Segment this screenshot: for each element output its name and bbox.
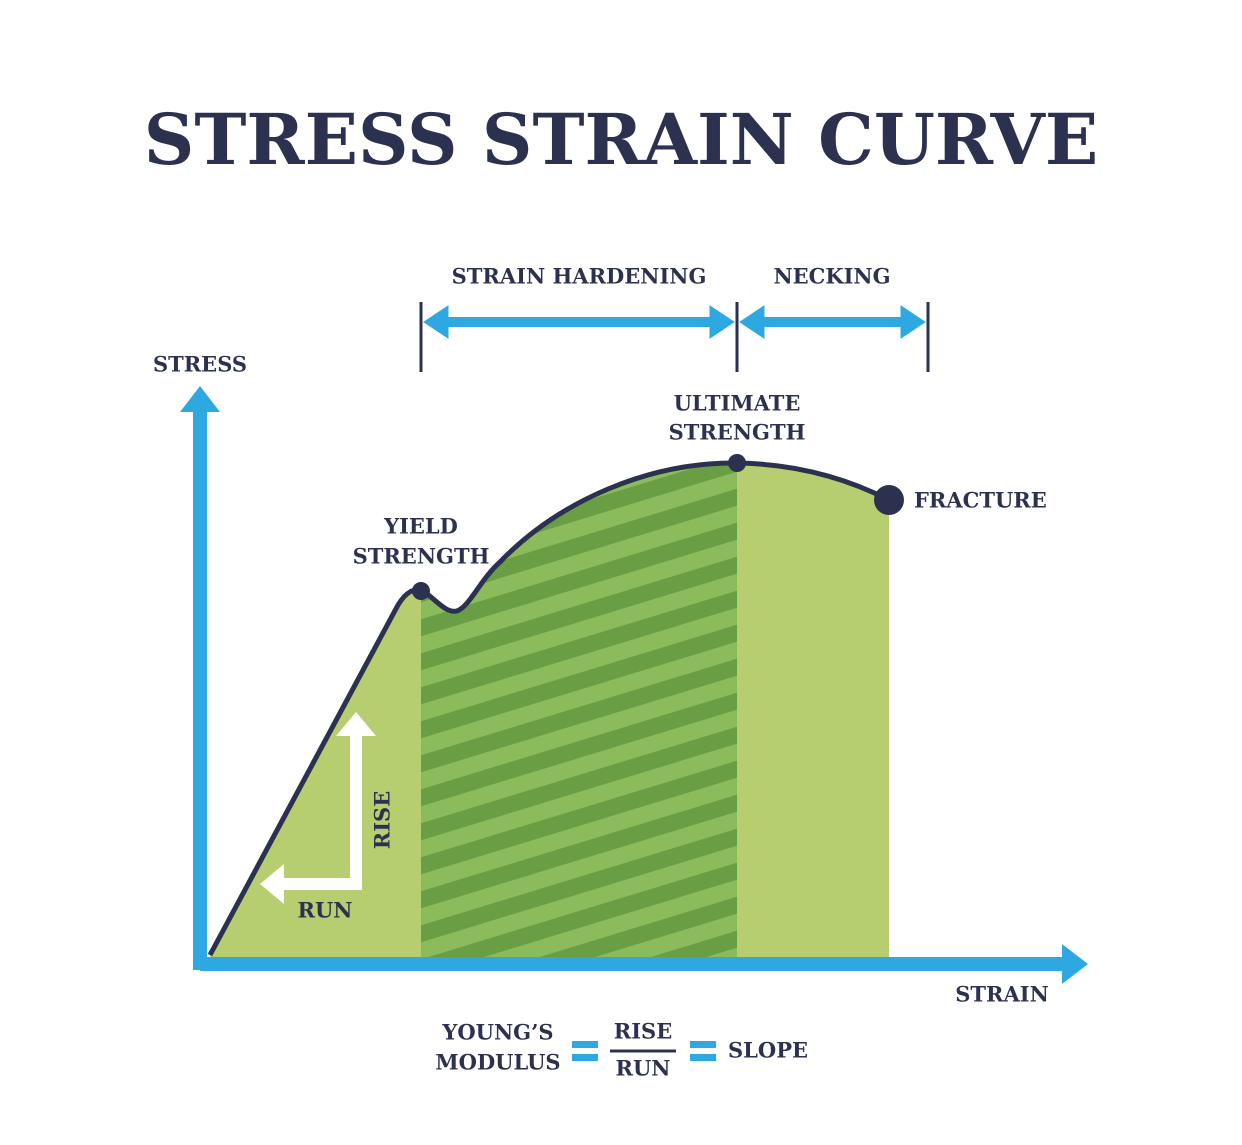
equals-sign [572, 1041, 716, 1061]
run-arrowhead [260, 864, 284, 904]
formula-denominator: RUN [616, 1056, 671, 1081]
point-label: STRENGTH [669, 420, 806, 445]
formula-numerator: RISE [614, 1019, 672, 1044]
region-ticks [419, 302, 930, 372]
rise-label: RISE [370, 791, 395, 849]
formula-result: SLOPE [728, 1038, 808, 1063]
y-axis-arrow [180, 386, 220, 412]
x-axis-arrow [1062, 944, 1088, 984]
region-label: STRAIN HARDENING [452, 264, 707, 289]
rise-arrowhead [336, 712, 376, 736]
point-label: FRACTURE [914, 488, 1047, 513]
formula-name: MODULUS [435, 1050, 560, 1075]
yield-point [412, 582, 430, 600]
point-label: ULTIMATE [674, 391, 801, 416]
formula-name: YOUNG’S [441, 1020, 553, 1045]
region-label: NECKING [773, 264, 890, 289]
title: STRESS STRAIN CURVE [144, 98, 1098, 181]
point-label: STRENGTH [353, 544, 490, 569]
fracture-point [874, 485, 904, 515]
run-label: RUN [298, 898, 353, 923]
point-label: YIELD [383, 514, 458, 539]
y-axis-label: STRESS [153, 352, 247, 377]
x-axis-label: STRAIN [955, 982, 1049, 1007]
rise-run-arrow [278, 728, 362, 890]
region-arrows [423, 305, 926, 339]
ultimate-point [728, 454, 746, 472]
